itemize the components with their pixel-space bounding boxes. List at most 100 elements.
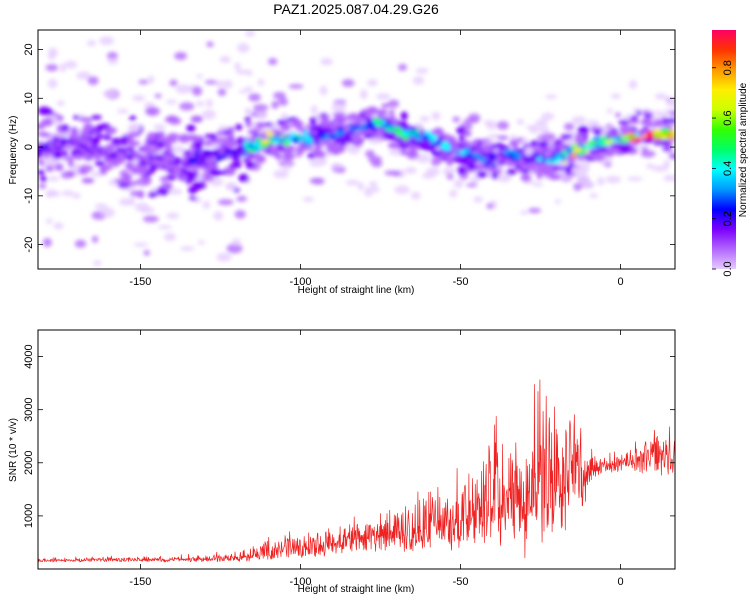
spectrogram-noise-blob <box>331 102 347 113</box>
y-tick-label: 3000 <box>23 397 35 421</box>
x-tick-label: 0 <box>618 576 624 588</box>
spectrogram-noise-blob <box>347 144 361 155</box>
spectrogram-ridge-blob <box>342 132 351 138</box>
spectrogram-band-blob <box>146 132 156 142</box>
spectrogram-ridge-blob <box>329 134 336 140</box>
spectrogram-ridge-blob <box>523 158 529 165</box>
spectrogram-band-blob <box>658 141 671 146</box>
spectrogram-noise-blob <box>319 85 328 96</box>
spectrogram-band-blob <box>559 144 566 150</box>
spectrogram-band-blob <box>476 171 486 179</box>
spectrogram-band-blob <box>577 125 590 135</box>
spectrogram-noise-blob <box>309 159 324 167</box>
spectrogram-ridge-blob <box>422 134 430 141</box>
spectrogram-band-blob <box>642 147 648 153</box>
spectrogram-noise-blob <box>174 51 188 60</box>
spectrogram-noise-blob <box>107 58 119 65</box>
spectrogram-noise-blob <box>388 149 405 156</box>
spectrogram-noise-blob <box>430 156 441 167</box>
spectrogram-band-blob <box>52 151 63 160</box>
colorbar-tick-label: 0.0 <box>722 261 734 276</box>
spectrogram-noise-blob <box>86 40 97 47</box>
spectrogram-noise-blob <box>532 181 544 187</box>
spectrogram-ridge-blob <box>139 158 145 163</box>
spectrogram-band-blob <box>517 137 523 142</box>
spectrogram-band-blob <box>579 139 588 144</box>
spectrogram-band-blob <box>290 120 304 128</box>
spectrogram-noise-blob <box>246 69 253 76</box>
spectrogram-noise-blob <box>202 200 211 209</box>
spectrogram-ridge-blob <box>556 155 562 162</box>
snr-panel: -150 -100 -50 0 1000 2000 3000 4000 Height of s… <box>8 329 676 595</box>
spectrogram-band-blob <box>95 134 106 139</box>
spectrogram-noise-blob <box>528 207 542 214</box>
spectrogram-ridge-blob <box>484 163 491 167</box>
spectrogram-noise-blob <box>93 260 102 266</box>
spectrogram-noise-blob <box>142 215 159 223</box>
y-tick-label: 1000 <box>23 504 35 528</box>
spectrogram-noise-blob <box>205 99 213 108</box>
y-tick-label: -10 <box>23 188 35 204</box>
spectrogram-ridge-blob <box>65 146 73 150</box>
spectrogram-noise-blob <box>415 67 429 74</box>
spectrogram-noise-blob <box>371 160 383 168</box>
spectrogram-band-blob <box>467 162 477 172</box>
spectrogram-band-blob <box>192 181 206 190</box>
spectrogram-ridge-blob <box>151 159 159 165</box>
spectrogram-ridge-blob <box>409 127 418 132</box>
spectrogram-band-blob <box>202 175 215 182</box>
spectrogram-band-blob <box>141 176 152 183</box>
spectrogram-noise-blob <box>59 63 66 73</box>
spectrogram-noise-blob <box>72 192 81 199</box>
spectrogram-noise-blob <box>217 199 234 206</box>
spectrogram-noise-blob <box>99 36 114 46</box>
spectrogram-band-blob <box>358 112 365 118</box>
spectrogram-noise-blob <box>364 186 373 197</box>
spectrogram-band-blob <box>68 158 74 168</box>
spectrogram-frame <box>37 29 676 270</box>
spectrogram-band-blob <box>406 149 419 159</box>
spectrogram-band-blob <box>167 133 180 139</box>
x-tick-label: -100 <box>289 276 311 288</box>
spectrogram-noise-blob <box>62 190 74 197</box>
spectrogram-ridge-blob <box>265 131 275 138</box>
spectrogram-band-blob <box>571 167 581 174</box>
spectrogram-noise-blob <box>87 76 99 86</box>
spectrogram-ridge-blob <box>556 152 565 157</box>
spectrogram-ridge-blob <box>573 147 582 152</box>
y-tick-label: -20 <box>23 237 35 253</box>
spectrogram-noise-blob <box>473 196 483 203</box>
spectrogram-ridge-blob <box>645 133 655 139</box>
spectrogram-band-blob <box>627 119 640 124</box>
spectrogram-ridge-blob <box>440 141 449 146</box>
spectrogram-ridge-blob <box>139 154 150 160</box>
spectrogram-panel: -150 -100 -50 0 20 10 0 -10 -20 Height of straig… <box>8 29 676 296</box>
spectrogram-band-blob <box>145 142 153 151</box>
spectrogram-ridge-blob <box>283 134 289 140</box>
spectrogram-band-blob <box>612 144 624 149</box>
spectrogram-ridge-blob <box>616 137 624 141</box>
spectrogram-noise-blob <box>669 113 675 119</box>
spectrogram-noise-blob <box>216 252 232 262</box>
spectrogram-ridge-blob <box>251 142 258 148</box>
spectrogram-ridge-blob <box>260 143 269 148</box>
spectrogram-noise-blob <box>604 162 612 168</box>
spectrogram-noise-blob <box>486 203 494 210</box>
x-tick-label: -150 <box>129 576 151 588</box>
spectrogram-band-blob <box>196 145 202 152</box>
spectrogram-band-blob <box>252 153 263 161</box>
spectrogram-ridge-blob <box>490 153 497 159</box>
spectrogram-band-blob <box>605 131 618 137</box>
spectrogram-band-blob <box>165 115 179 123</box>
spectrogram-band-blob <box>172 168 182 174</box>
spectrogram-noise-blob <box>38 183 47 189</box>
spectrogram-ridge-blob <box>487 157 493 164</box>
spectrogram-noise-blob <box>302 196 314 202</box>
spectrogram-axes: -150 -100 -50 0 20 10 0 -10 -20 <box>23 30 675 288</box>
spectrogram-ridge-blob <box>283 140 290 147</box>
spectrogram-ridge-blob <box>348 129 355 134</box>
spectrogram-ridge-blob <box>84 147 92 152</box>
spectrogram-noise-blob <box>163 232 176 242</box>
spectrogram-ridge-blob <box>400 131 410 136</box>
